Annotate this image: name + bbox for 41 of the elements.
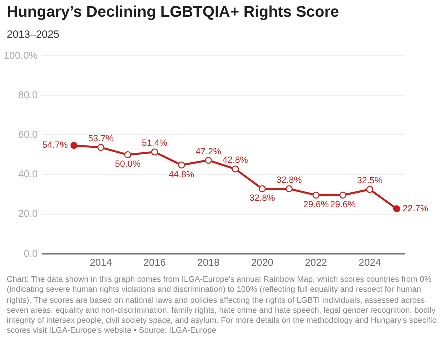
data-label: 32.5%: [357, 176, 383, 186]
point: [70, 142, 78, 150]
point: [124, 152, 132, 158]
data-label: 50.0%: [115, 158, 141, 169]
x-tick-label: 2022: [305, 258, 328, 269]
x-tick-label: 2018: [198, 258, 220, 269]
chart-subtitle: 2013–2025: [7, 29, 60, 41]
data-label: 47.2%: [196, 146, 222, 157]
data-label: 53.7%: [88, 134, 114, 144]
point: [366, 186, 374, 194]
point: [286, 186, 293, 193]
x-tick-label: 2020: [251, 258, 274, 269]
data-label: 42.8%: [222, 155, 248, 166]
point: [258, 186, 266, 193]
point: [98, 144, 105, 152]
y-tick-label: 80.0: [18, 90, 38, 102]
point: [312, 192, 320, 199]
y-tick-label: 40.0: [18, 170, 38, 181]
data-label: 29.6%: [303, 199, 330, 210]
data-label: 32.8%: [250, 193, 276, 204]
point: [205, 157, 212, 164]
point: [393, 206, 400, 213]
point: [340, 192, 347, 199]
data-label: 54.7%: [42, 140, 68, 150]
x-tick-label: 2024: [358, 258, 382, 269]
text: Chart: The data shown in this graph comes from ILGA-Europe's annual Rainbow Map, which scores countries from 0% (indicating severe human rights violations and discrimination) to 100% (reflecting full equality and respect for human rights). The scores are based on national laws and policies affecting the rights of LGBTI individuals, assessed across seven areas: equality and non-discrimination, family rights, hate crime and hate speech, legal gender recognition, bodily integrity of intersex people, civil society space, and asylum. For more details on the methodology and Hungary's specific scores visit ILGA-Europe's website • Source: ILGA-Europe: [7, 275, 437, 337]
y-tick-label: 60.0: [18, 130, 38, 141]
data-label: 44.8%: [169, 169, 195, 180]
x-tick-label: 2014: [90, 258, 113, 269]
y-tick-label: 0.0: [24, 248, 38, 260]
data-label: 32.8%: [276, 175, 302, 186]
point: [151, 148, 158, 156]
data-label: 51.4%: [142, 138, 168, 148]
data-label: 22.7%: [402, 204, 428, 214]
point: [178, 162, 186, 169]
data-label: 29.6%: [330, 199, 356, 210]
x-tick-label: 2016: [144, 258, 166, 269]
chart-title: Hungary’s Declining LGBTQIA+ Rights Score: [7, 4, 340, 22]
point: [232, 166, 240, 173]
y-tick-label: 100.0%: [4, 50, 38, 62]
y-tick-label: 20.0: [18, 209, 38, 220]
